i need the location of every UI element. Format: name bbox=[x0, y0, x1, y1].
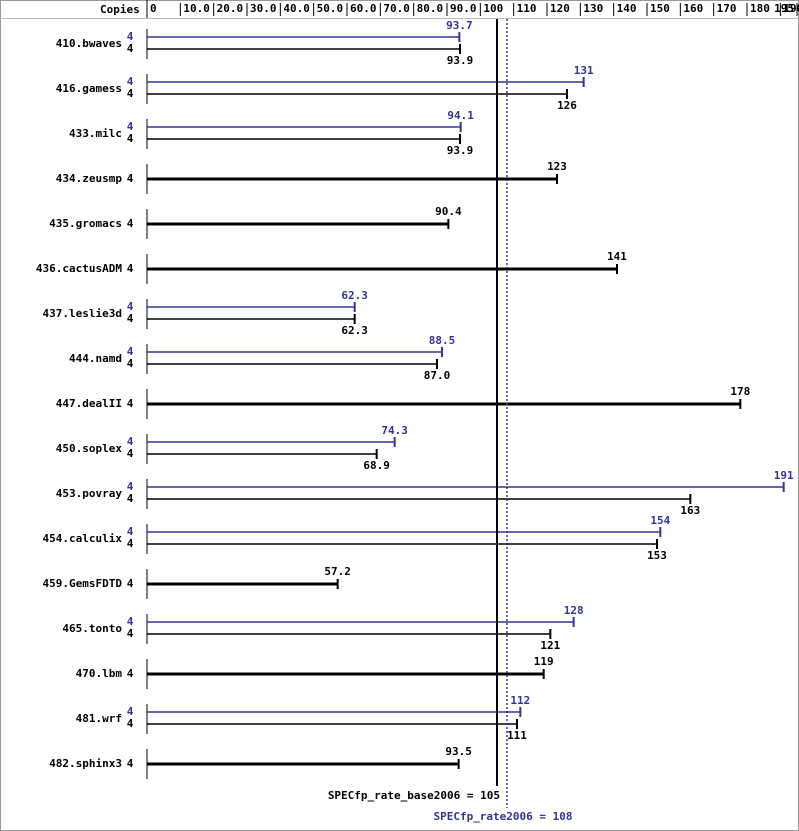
base-value-label: 111 bbox=[507, 729, 527, 742]
benchmark-label: 482.sphinx3 bbox=[49, 757, 122, 770]
x-tick-label: 20.0 bbox=[217, 2, 244, 15]
benchmark-label: 436.cactusADM bbox=[36, 262, 122, 275]
peak-copies: 4 bbox=[127, 120, 134, 133]
peak-value-label: 62.3 bbox=[341, 289, 368, 302]
x-tick-label: 120 bbox=[550, 2, 570, 15]
base-copies: 4 bbox=[127, 312, 134, 325]
base-copies: 4 bbox=[127, 447, 134, 460]
x-tick-label: 40.0 bbox=[283, 2, 310, 15]
x-tick-label: 60.0 bbox=[350, 2, 377, 15]
peak-copies: 4 bbox=[127, 345, 134, 358]
base-value-label: 68.9 bbox=[363, 459, 390, 472]
x-tick-label: 0 bbox=[150, 2, 157, 15]
base-value-label: 178 bbox=[730, 385, 750, 398]
x-tick-label: 130 bbox=[583, 2, 603, 15]
peak-copies: 4 bbox=[127, 705, 134, 718]
reference-label: SPECfp_rate_base2006 = 105 bbox=[328, 789, 500, 802]
base-value-label: 121 bbox=[540, 639, 560, 652]
x-tick-label: 90.0 bbox=[450, 2, 477, 15]
base-value-label: 62.3 bbox=[341, 324, 368, 337]
benchmark-label: 434.zeusmp bbox=[56, 172, 123, 185]
base-value-label: 141 bbox=[607, 250, 627, 263]
benchmark-label: 450.soplex bbox=[56, 442, 123, 455]
x-tick-label: 100 bbox=[483, 2, 503, 15]
benchmark-label: 465.tonto bbox=[62, 622, 122, 635]
base-value-label: 93.5 bbox=[445, 745, 472, 758]
x-tick-label: 80.0 bbox=[417, 2, 444, 15]
base-copies: 4 bbox=[127, 667, 134, 680]
base-value-label: 90.4 bbox=[435, 205, 462, 218]
benchmark-label: 444.namd bbox=[69, 352, 122, 365]
x-tick-label: 160 bbox=[683, 2, 703, 15]
peak-copies: 4 bbox=[127, 615, 134, 628]
peak-value-label: 128 bbox=[564, 604, 584, 617]
base-copies: 4 bbox=[127, 172, 134, 185]
x-tick-label: 70.0 bbox=[383, 2, 410, 15]
x-tick-label: 110 bbox=[517, 2, 537, 15]
base-value-label: 57.2 bbox=[324, 565, 351, 578]
x-tick-label: 150 bbox=[650, 2, 670, 15]
benchmark-label: 435.gromacs bbox=[49, 217, 122, 230]
peak-value-label: 191 bbox=[774, 469, 794, 482]
base-copies: 4 bbox=[127, 627, 134, 640]
benchmark-label: 410.bwaves bbox=[56, 37, 122, 50]
benchmark-label: 454.calculix bbox=[43, 532, 123, 545]
benchmark-label: 470.lbm bbox=[76, 667, 123, 680]
benchmark-label: 481.wrf bbox=[76, 712, 122, 725]
base-value-label: 123 bbox=[547, 160, 567, 173]
x-tick-label: 140 bbox=[617, 2, 637, 15]
base-copies: 4 bbox=[127, 717, 134, 730]
benchmark-label: 453.povray bbox=[56, 487, 123, 500]
base-value-label: 119 bbox=[534, 655, 554, 668]
reference-label: SPECfp_rate2006 = 108 bbox=[433, 810, 572, 823]
base-value-label: 153 bbox=[647, 549, 667, 562]
x-tick-label: 30.0 bbox=[250, 2, 277, 15]
base-copies: 4 bbox=[127, 577, 134, 590]
base-value-label: 163 bbox=[680, 504, 700, 517]
peak-value-label: 154 bbox=[650, 514, 670, 527]
x-tick-label: 170 bbox=[717, 2, 737, 15]
x-tick-label: 180 bbox=[750, 2, 770, 15]
x-tick-label: 50.0 bbox=[317, 2, 344, 15]
benchmark-label: 459.GemsFDTD bbox=[43, 577, 123, 590]
benchmark-label: 447.dealII bbox=[56, 397, 122, 410]
benchmark-label: 416.gamess bbox=[56, 82, 122, 95]
base-copies: 4 bbox=[127, 87, 134, 100]
base-copies: 4 bbox=[127, 217, 134, 230]
base-copies: 4 bbox=[127, 757, 134, 770]
base-value-label: 126 bbox=[557, 99, 577, 112]
peak-value-label: 88.5 bbox=[429, 334, 456, 347]
peak-value-label: 112 bbox=[510, 694, 530, 707]
base-copies: 4 bbox=[127, 357, 134, 370]
x-tick-label: 190 bbox=[783, 2, 799, 15]
peak-value-label: 74.3 bbox=[381, 424, 408, 437]
base-value-label: 93.9 bbox=[447, 54, 474, 67]
base-value-label: 93.9 bbox=[447, 144, 474, 157]
peak-copies: 4 bbox=[127, 525, 134, 538]
base-copies: 4 bbox=[127, 492, 134, 505]
peak-copies: 4 bbox=[127, 300, 134, 313]
base-copies: 4 bbox=[127, 132, 134, 145]
x-tick-label: 195 bbox=[774, 2, 794, 15]
peak-copies: 4 bbox=[127, 75, 134, 88]
base-copies: 4 bbox=[127, 42, 134, 55]
benchmark-label: 437.leslie3d bbox=[43, 307, 122, 320]
peak-copies: 4 bbox=[127, 435, 134, 448]
x-tick-label: 10.0 bbox=[183, 2, 210, 15]
base-copies: 4 bbox=[127, 397, 134, 410]
copies-header: Copies bbox=[100, 3, 140, 16]
peak-copies: 4 bbox=[127, 30, 134, 43]
base-copies: 4 bbox=[127, 262, 134, 275]
peak-value-label: 93.7 bbox=[446, 19, 473, 32]
peak-value-label: 131 bbox=[574, 64, 594, 77]
base-copies: 4 bbox=[127, 537, 134, 550]
peak-copies: 4 bbox=[127, 480, 134, 493]
peak-value-label: 94.1 bbox=[447, 109, 474, 122]
benchmark-label: 433.milc bbox=[69, 127, 122, 140]
base-value-label: 87.0 bbox=[424, 369, 451, 382]
